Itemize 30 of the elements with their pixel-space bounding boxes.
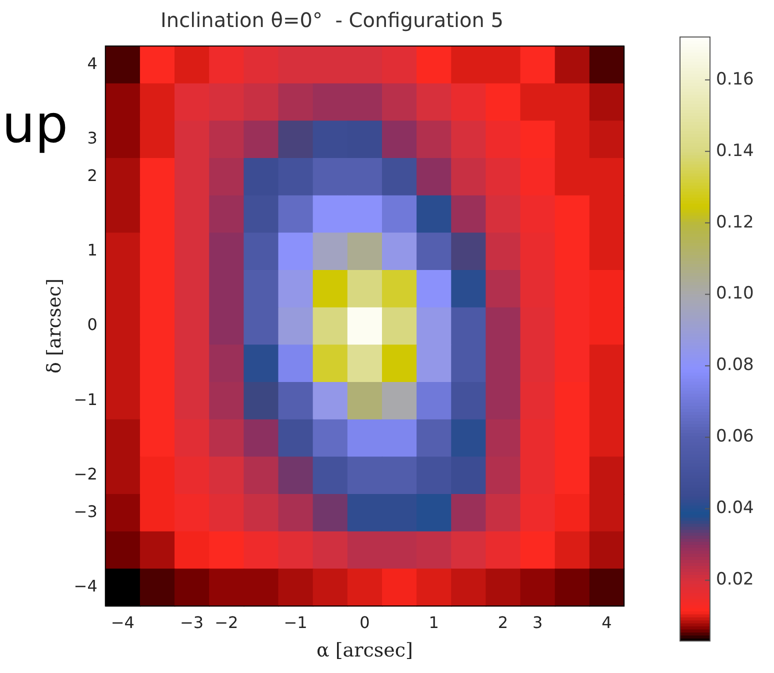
color-bar-label: 0.04 bbox=[716, 498, 754, 518]
y-axis-title: δ [arcsec] bbox=[43, 278, 66, 374]
color-bar-label: 0.02 bbox=[716, 570, 754, 590]
y-tick-label: −3 bbox=[74, 502, 98, 521]
x-tick-label: −1 bbox=[284, 612, 308, 632]
color-bar-label: 0.14 bbox=[716, 140, 754, 161]
y-tick-label: 4 bbox=[87, 54, 98, 73]
text: up bbox=[2, 95, 68, 155]
x-tick-label: 2 bbox=[498, 612, 508, 632]
y-tick-label: 1 bbox=[87, 240, 98, 260]
x-tick-label: 3 bbox=[532, 612, 543, 632]
y-tick-label: −4 bbox=[74, 576, 98, 596]
y-tick-label: −2 bbox=[74, 464, 98, 484]
color-bar-label: 0.06 bbox=[716, 426, 754, 447]
x-axis-title: α [arcsec] bbox=[316, 640, 413, 662]
y-tick-label: 2 bbox=[87, 166, 98, 185]
x-tick-label: 4 bbox=[602, 612, 612, 632]
color-bar-label: 0.12 bbox=[716, 212, 754, 232]
chart-title: Inclination θ=0° - Configuration 5 bbox=[160, 8, 504, 32]
x-tick-label: 1 bbox=[428, 612, 439, 632]
x-tick-label: 0 bbox=[360, 612, 370, 632]
y-tick-label: −1 bbox=[74, 390, 98, 409]
x-tick-label: −2 bbox=[214, 612, 238, 632]
y-tick-label: 0 bbox=[87, 315, 98, 334]
color-bar-label: 0.08 bbox=[716, 355, 754, 376]
color-bar-label: 0.10 bbox=[716, 284, 754, 304]
x-tick-label: −3 bbox=[180, 612, 204, 632]
x-tick-label: −4 bbox=[110, 612, 134, 632]
y-tick-label: 3 bbox=[87, 128, 98, 148]
color-bar-label: 0.16 bbox=[716, 69, 754, 90]
